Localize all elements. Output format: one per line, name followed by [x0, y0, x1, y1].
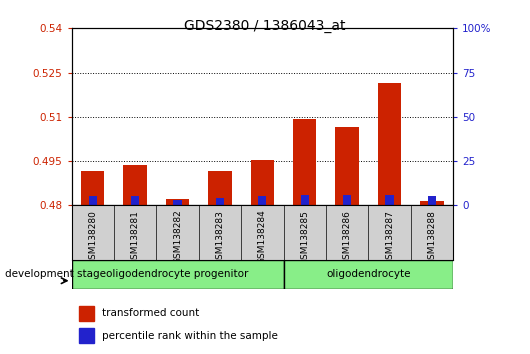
Text: GSM138284: GSM138284: [258, 210, 267, 264]
Text: GSM138287: GSM138287: [385, 210, 394, 264]
Bar: [216, 198, 224, 205]
Bar: [79, 328, 94, 343]
Text: development stage: development stage: [5, 269, 107, 279]
Text: transformed count: transformed count: [102, 308, 199, 318]
Text: GSM138283: GSM138283: [216, 210, 224, 264]
Bar: [131, 196, 139, 205]
Bar: [301, 195, 309, 205]
Bar: [123, 165, 147, 205]
Bar: [81, 171, 104, 205]
Bar: [284, 260, 453, 289]
Bar: [385, 195, 394, 205]
Bar: [420, 201, 444, 205]
Text: GSM138286: GSM138286: [343, 210, 351, 264]
Text: oligodendrocyte progenitor: oligodendrocyte progenitor: [107, 269, 249, 279]
Text: GDS2380 / 1386043_at: GDS2380 / 1386043_at: [184, 19, 346, 34]
Bar: [79, 306, 94, 321]
Text: GSM138280: GSM138280: [89, 210, 97, 264]
Text: GSM138285: GSM138285: [301, 210, 309, 264]
Bar: [258, 196, 267, 205]
Bar: [335, 127, 359, 205]
Bar: [166, 199, 189, 205]
Bar: [208, 171, 232, 205]
Text: GSM138288: GSM138288: [428, 210, 436, 264]
Bar: [251, 160, 274, 205]
Bar: [343, 195, 351, 205]
Text: percentile rank within the sample: percentile rank within the sample: [102, 331, 278, 341]
Bar: [89, 196, 97, 205]
Bar: [72, 260, 284, 289]
Bar: [293, 119, 316, 205]
Bar: [173, 200, 182, 205]
Bar: [378, 83, 401, 205]
Text: GSM138282: GSM138282: [173, 210, 182, 264]
Bar: [428, 196, 436, 205]
Text: GSM138281: GSM138281: [131, 210, 139, 264]
Text: oligodendrocyte: oligodendrocyte: [326, 269, 411, 279]
